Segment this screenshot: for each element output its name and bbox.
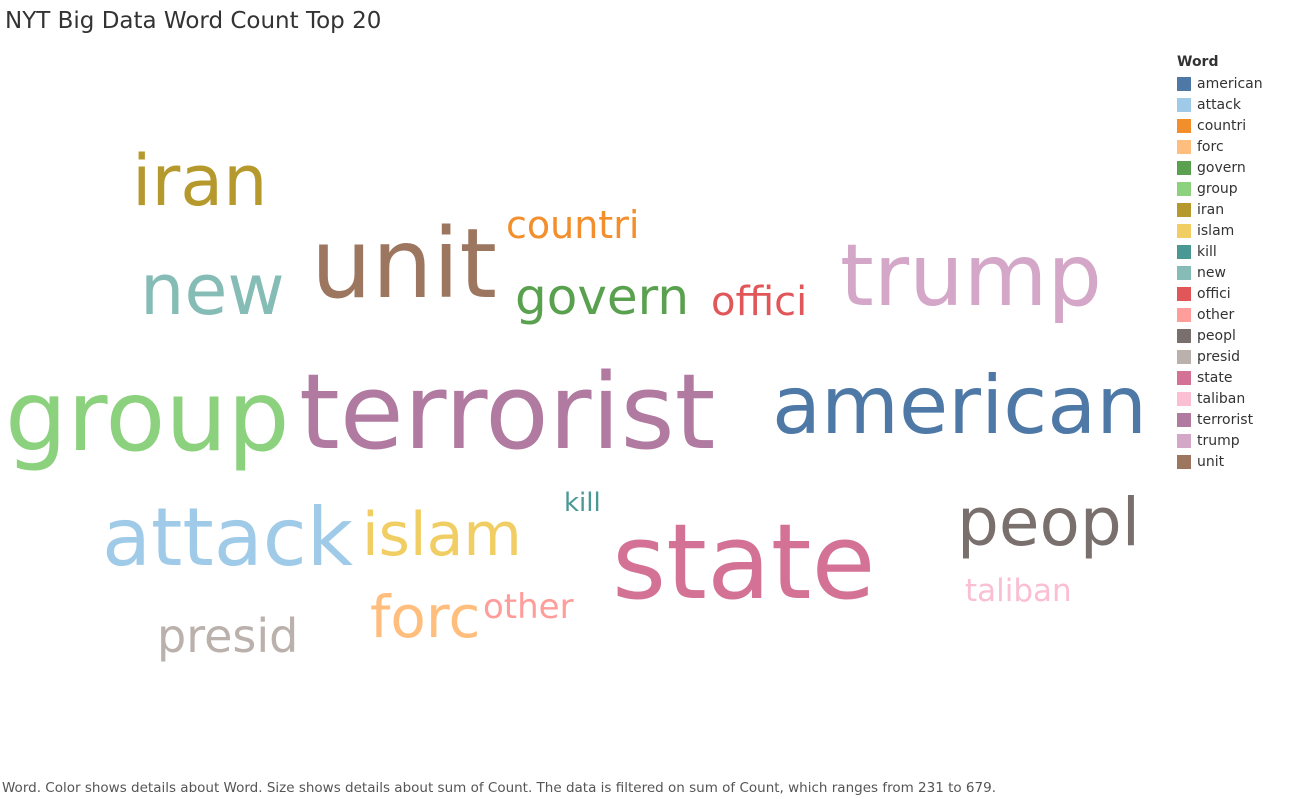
legend-label: presid [1197,348,1241,365]
legend-swatch [1177,76,1191,91]
legend-label: trump [1197,432,1240,449]
word-new: new [140,249,285,331]
legend-item-new[interactable]: new [1177,262,1307,283]
legend-item-other[interactable]: other [1177,304,1307,325]
legend-swatch [1177,328,1191,343]
word-peopl: peopl [957,484,1141,561]
word-presid: presid [157,609,299,663]
legend-label: unit [1197,453,1225,470]
word-govern: govern [515,268,690,326]
chart-title: NYT Big Data Word Count Top 20 [5,8,382,34]
legend-item-iran[interactable]: iran [1177,199,1307,220]
legend-label: iran [1197,201,1225,218]
legend-item-peopl[interactable]: peopl [1177,325,1307,346]
legend-swatch [1177,160,1191,175]
legend-item-presid[interactable]: presid [1177,346,1307,367]
legend-label: terrorist [1197,411,1254,428]
legend-item-kill[interactable]: kill [1177,241,1307,262]
legend-label: attack [1197,96,1241,113]
legend-swatch [1177,433,1191,448]
legend-swatch [1177,349,1191,364]
word-other: other [483,587,574,627]
word-state: state [612,501,876,623]
legend-swatch [1177,370,1191,385]
word-terrorist: terrorist [299,351,716,473]
word-islam: islam [362,500,522,570]
legend-label: new [1197,264,1226,281]
legend-label: taliban [1197,390,1246,407]
word-american: american [772,359,1147,452]
legend-swatch [1177,265,1191,280]
legend-swatch [1177,412,1191,427]
legend-label: group [1197,180,1238,197]
legend-swatch [1177,181,1191,196]
legend-item-terrorist[interactable]: terrorist [1177,409,1307,430]
legend-title: Word [1177,54,1219,70]
legend-item-taliban[interactable]: taliban [1177,388,1307,409]
legend-swatch [1177,97,1191,112]
legend-label: peopl [1197,327,1236,344]
legend-swatch [1177,391,1191,406]
legend-label: islam [1197,222,1235,239]
word-cloud: american attack countri forc govern group iran… [5,140,1147,663]
legend-item-countri[interactable]: countri [1177,115,1307,136]
word-unit: unit [311,208,497,320]
word-trump: trump [840,226,1102,326]
legend-item-group[interactable]: group [1177,178,1307,199]
legend-label: countri [1197,117,1247,134]
word-iran: iran [132,140,268,222]
word-kill: kill [564,488,601,518]
legend-label: govern [1197,159,1246,176]
legend-label: kill [1197,243,1217,260]
legend-swatch [1177,118,1191,133]
legend-item-govern[interactable]: govern [1177,157,1307,178]
legend-item-trump[interactable]: trump [1177,430,1307,451]
word-taliban: taliban [965,573,1072,609]
chart-caption: Word. Color shows details about Word. Si… [2,780,996,796]
legend-label: forc [1197,138,1224,155]
legend: Word american attack countri forc govern grou… [1177,54,1307,472]
word-offici: offici [711,279,808,325]
legend-items: american attack countri forc govern group iran… [1177,73,1307,472]
legend-label: other [1197,306,1235,323]
legend-item-islam[interactable]: islam [1177,220,1307,241]
legend-item-forc[interactable]: forc [1177,136,1307,157]
legend-item-unit[interactable]: unit [1177,451,1307,472]
legend-swatch [1177,286,1191,301]
legend-label: american [1197,75,1263,92]
legend-item-state[interactable]: state [1177,367,1307,388]
legend-swatch [1177,202,1191,217]
legend-item-attack[interactable]: attack [1177,94,1307,115]
word-attack: attack [102,491,354,584]
legend-item-american[interactable]: american [1177,73,1307,94]
word-forc: forc [370,583,481,651]
legend-swatch [1177,307,1191,322]
legend-swatch [1177,223,1191,238]
legend-item-offici[interactable]: offici [1177,283,1307,304]
word-countri: countri [506,203,640,247]
legend-label: state [1197,369,1233,386]
legend-label: offici [1197,285,1231,302]
word-group: group [5,360,290,474]
legend-swatch [1177,139,1191,154]
legend-swatch [1177,454,1191,469]
legend-swatch [1177,244,1191,259]
